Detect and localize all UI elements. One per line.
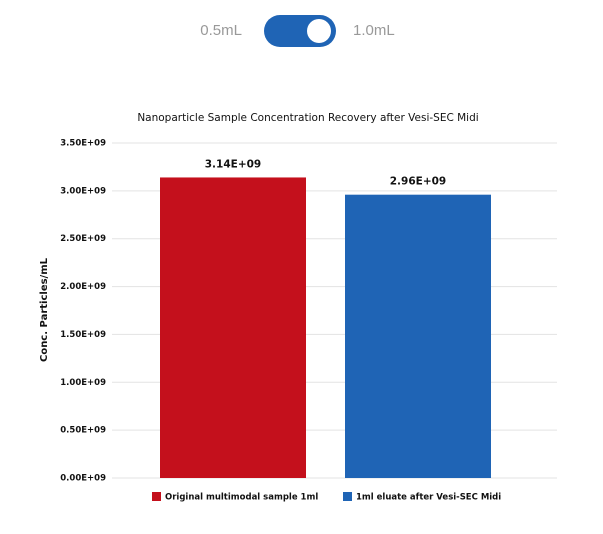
bar <box>345 194 491 478</box>
legend-label: 1ml eluate after Vesi-SEC Midi <box>356 493 501 503</box>
y-tick-label: 0.50E+09 <box>60 426 106 436</box>
y-tick-label: 2.00E+09 <box>60 282 106 292</box>
y-tick-label: 1.50E+09 <box>60 330 106 340</box>
legend-swatch <box>343 492 352 501</box>
y-tick-label: 2.50E+09 <box>60 234 106 244</box>
toggle-right-label: 1.0mL <box>353 22 395 39</box>
data-label: 2.96E+09 <box>390 176 447 188</box>
legend-label: Original multimodal sample 1ml <box>165 493 318 503</box>
y-tick-label: 3.00E+09 <box>60 186 106 196</box>
bar <box>160 177 306 478</box>
y-tick-label: 3.50E+09 <box>60 139 106 149</box>
chart-title: Nanoparticle Sample Concentration Recove… <box>137 112 478 124</box>
y-axis-label: Conc. Particles/mL <box>39 257 50 362</box>
y-tick-label: 1.00E+09 <box>60 378 106 388</box>
legend-swatch <box>152 492 161 501</box>
y-tick-label: 0.00E+09 <box>60 474 106 484</box>
toggle-switch[interactable] <box>264 15 336 47</box>
toggle-knob[interactable] <box>307 19 331 43</box>
data-label: 3.14E+09 <box>205 158 262 170</box>
toggle-left-label: 0.5mL <box>200 22 242 39</box>
